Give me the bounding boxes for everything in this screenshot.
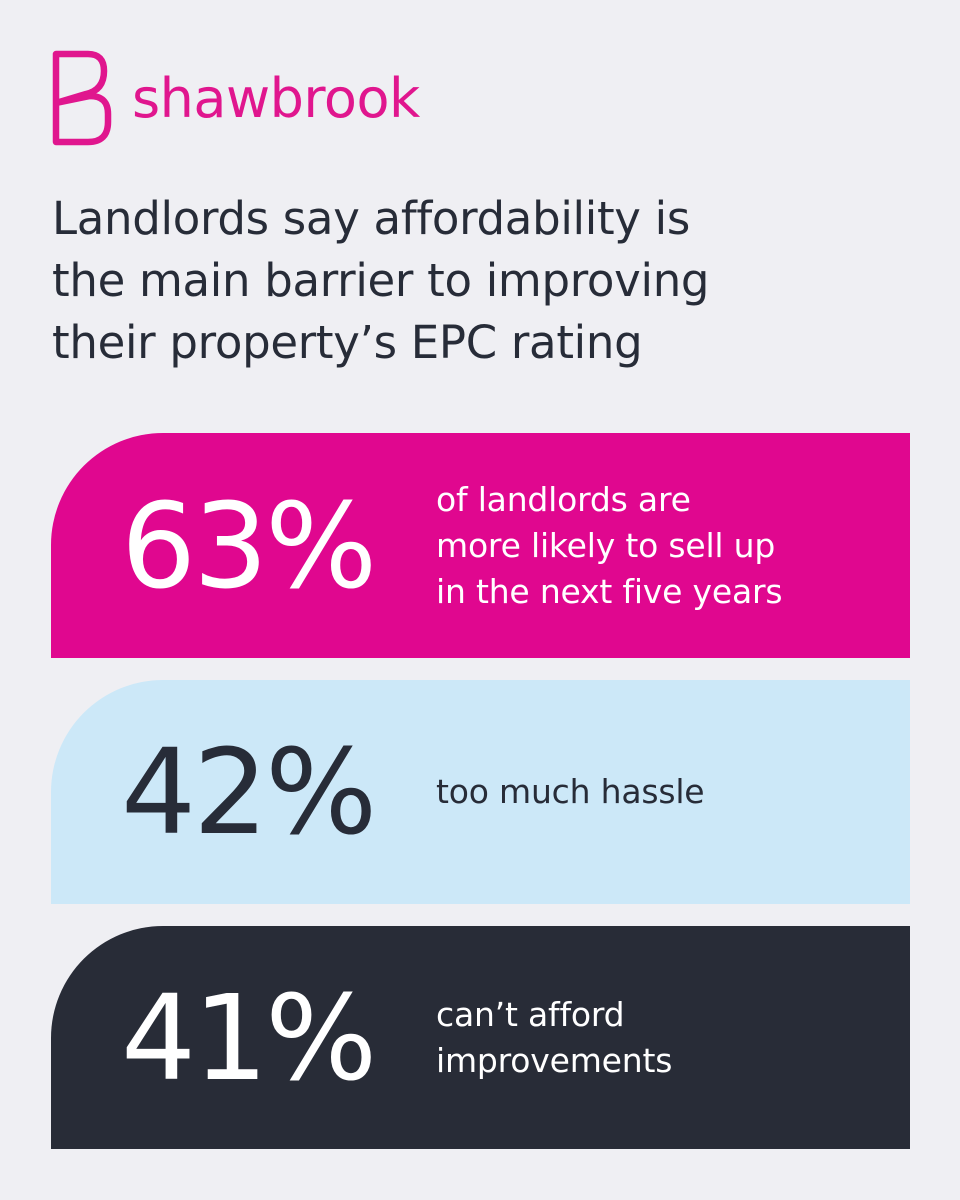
headline: Landlords say affordability is the main … [52, 192, 710, 369]
stat-card-hassle: 42% too much hassle [51, 680, 910, 904]
stat-label: can’t afford improvements [436, 994, 673, 1080]
stat-value: 41% [121, 968, 377, 1107]
brand-logo: shawbrook [52, 50, 420, 146]
stat-card-sell-up: 63% of landlords are more likely to sell… [51, 433, 910, 658]
shawbrook-s-monogram-icon [52, 50, 112, 146]
stat-card-afford: 41% can’t afford improvements [51, 926, 910, 1149]
stat-value: 63% [121, 476, 377, 615]
stat-label: of landlords are more likely to sell up … [436, 479, 783, 611]
brand-name: shawbrook [132, 67, 420, 130]
stat-value: 42% [121, 723, 377, 861]
stat-label: too much hassle [436, 772, 705, 811]
